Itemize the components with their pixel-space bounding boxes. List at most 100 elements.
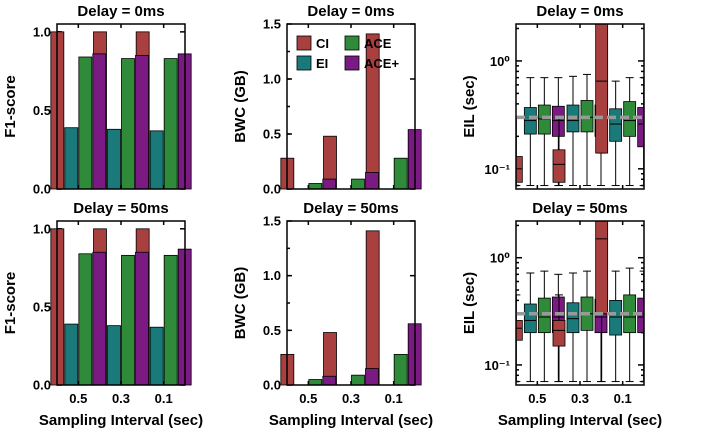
y-axis-label: F1-score <box>2 272 19 335</box>
x-tick-label: 0.5 <box>69 391 87 406</box>
y-tick-label: 0.0 <box>263 182 281 197</box>
y-tick-label: 1.0 <box>33 24 51 39</box>
y-tick-label: 0.0 <box>33 378 51 393</box>
box-ei <box>523 303 537 334</box>
bar-aceplus <box>92 251 107 386</box>
plot-frame <box>56 23 186 190</box>
bar-aceplus <box>365 368 379 386</box>
plot-frame <box>286 220 416 386</box>
bar-ei <box>149 130 164 190</box>
legend-swatch-ci <box>296 35 312 51</box>
box-ci <box>595 24 609 154</box>
bar-ei <box>64 323 79 386</box>
x-tick-label: 0.5 <box>299 391 317 406</box>
y-tick-label: 10⁰ <box>490 54 510 69</box>
bar-ace <box>308 183 323 190</box>
box-ei <box>566 302 580 334</box>
box-area <box>516 221 644 383</box>
y-tick-label: 0.5 <box>263 323 281 338</box>
panel-title: Delay = 50ms <box>73 200 169 217</box>
legend-swatch-ace <box>344 35 360 51</box>
x-tick-label: 0.1 <box>385 391 403 406</box>
y-tick-label: 1.5 <box>263 17 281 32</box>
box-ei <box>609 108 623 142</box>
box-ci <box>552 149 566 183</box>
bar-ace <box>163 254 178 386</box>
legend-label: CI <box>316 36 329 51</box>
box-aceplus <box>551 105 565 137</box>
bar-aceplus <box>365 172 379 190</box>
box-ace <box>537 104 551 135</box>
plot-frame <box>515 220 645 386</box>
bar-ace <box>393 157 408 190</box>
legend-label: ACE <box>364 36 392 51</box>
bar-ace <box>163 58 178 190</box>
box-area <box>516 24 644 187</box>
x-tick-label: 0.1 <box>155 391 173 406</box>
legend-label: ACE+ <box>364 56 399 71</box>
panel-6: Delay = 50ms EIL (sec) Sampling Interval (… <box>461 200 662 429</box>
legend: CI EI ACE ACE+ <box>296 35 399 71</box>
bar-ace <box>121 254 135 386</box>
y-axis-label: EIL (sec) <box>461 272 478 334</box>
y-tick-label: 1.0 <box>263 268 281 283</box>
y-tick-label: 1.5 <box>263 214 281 229</box>
bar-ace <box>308 379 323 386</box>
y-tick-label: 0.0 <box>263 378 281 393</box>
legend-swatch-aceplus <box>344 55 360 71</box>
bar-aceplus <box>92 53 107 190</box>
y-tick-label: 10⁻¹ <box>484 162 510 177</box>
y-axis-label: EIL (sec) <box>461 75 478 137</box>
bar-ace <box>78 56 93 190</box>
panel-2: Delay = 0ms BWC (GB) 0.0 0.5 1.0 1.5 CI EI ACE AC… <box>232 3 422 197</box>
y-tick-label: 0.5 <box>33 103 51 118</box>
y-axis-label: F1-score <box>2 75 19 138</box>
plot-frame <box>286 23 416 190</box>
panel-1: Delay = 0ms F1-score 0.0 0.5 1.0 <box>2 3 192 197</box>
bar-ace <box>393 353 408 386</box>
panel-5: Delay = 50ms BWC (GB) Sampling Interval (s… <box>232 200 433 429</box>
bar-aceplus <box>135 55 149 190</box>
y-tick-label: 10⁻¹ <box>484 358 510 373</box>
panel-title: Delay = 0ms <box>307 3 394 20</box>
y-tick-label: 0.5 <box>263 127 281 142</box>
legend-swatch-ei <box>296 55 312 71</box>
y-axis-label: BWC (GB) <box>232 267 249 339</box>
box-ei <box>609 299 623 336</box>
plot-frame <box>56 220 186 386</box>
bar-aceplus <box>322 375 337 386</box>
x-tick-label: 0.5 <box>528 391 546 406</box>
bar-ace <box>351 178 365 190</box>
box-ci <box>595 221 609 315</box>
bar-ei <box>149 326 164 386</box>
y-tick-label: 10⁰ <box>490 251 510 266</box>
y-tick-label: 1.0 <box>33 221 51 236</box>
x-tick-label: 0.3 <box>342 391 360 406</box>
bar-ei <box>107 128 121 190</box>
panel-title: Delay = 0ms <box>536 3 623 20</box>
x-axis-label: Sampling Interval (sec) <box>269 412 433 429</box>
y-tick-label: 0.5 <box>33 299 51 314</box>
bar-ci <box>365 230 380 386</box>
y-axis-label: BWC (GB) <box>232 70 249 142</box>
x-tick-label: 0.3 <box>571 391 589 406</box>
bar-ei <box>64 127 79 190</box>
legend-label: EI <box>316 56 328 71</box>
plot-frame <box>515 23 645 190</box>
y-tick-label: 0.0 <box>33 182 51 197</box>
panel-3: Delay = 0ms EIL (sec) 10⁻¹ 10⁰ <box>461 3 645 190</box>
bar-ace <box>78 253 93 386</box>
x-axis-label: Sampling Interval (sec) <box>498 412 662 429</box>
panel-title: Delay = 50ms <box>303 200 399 217</box>
panel-title: Delay = 50ms <box>532 200 628 217</box>
panel-4: Delay = 50ms F1-score Sampling Interval (s… <box>2 200 203 429</box>
bar-aceplus <box>135 251 149 386</box>
bar-aceplus <box>322 178 337 190</box>
panel-title: Delay = 0ms <box>77 3 164 20</box>
bar-ace <box>351 374 365 386</box>
x-tick-label: 0.1 <box>614 391 632 406</box>
box-ci <box>552 320 566 347</box>
bar-ace <box>121 58 135 190</box>
y-tick-label: 1.0 <box>263 72 281 87</box>
